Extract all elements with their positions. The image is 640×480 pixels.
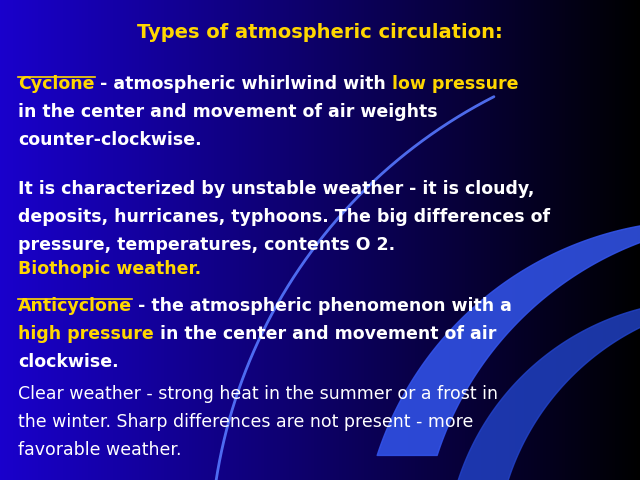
Text: favorable weather.: favorable weather. [18,441,182,459]
Text: - the atmospheric phenomenon with a: - the atmospheric phenomenon with a [132,297,512,315]
Text: unstable weather: unstable weather [231,180,403,198]
Text: Clear weather - strong heat in the summer or a frost in: Clear weather - strong heat in the summe… [18,385,498,403]
Text: - atmospheric whirlwind with: - atmospheric whirlwind with [95,75,392,93]
Text: Biothopic weather.: Biothopic weather. [18,260,201,278]
Text: in the center and movement of air: in the center and movement of air [154,325,496,343]
Text: counter-clockwise.: counter-clockwise. [18,131,202,149]
Text: Anticyclone: Anticyclone [18,297,132,315]
Text: low pressure: low pressure [392,75,519,93]
Text: in the center and movement of air weights: in the center and movement of air weight… [18,103,438,121]
Text: deposits, hurricanes, typhoons. The big differences of: deposits, hurricanes, typhoons. The big … [18,208,550,226]
Text: It is characterized by: It is characterized by [18,180,231,198]
Text: the winter. Sharp differences are not present - more: the winter. Sharp differences are not pr… [18,413,474,431]
Text: Types of atmospheric circulation:: Types of atmospheric circulation: [137,23,503,42]
Text: pressure, temperatures, contents O 2.: pressure, temperatures, contents O 2. [18,236,395,254]
Text: - it is cloudy,: - it is cloudy, [403,180,535,198]
Text: clockwise.: clockwise. [18,353,118,371]
Text: Cyclone: Cyclone [18,75,95,93]
Text: high pressure: high pressure [18,325,154,343]
